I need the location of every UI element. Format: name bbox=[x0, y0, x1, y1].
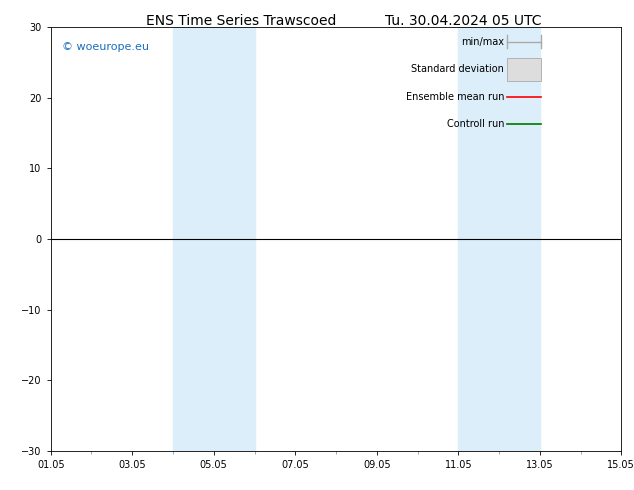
Text: Standard deviation: Standard deviation bbox=[411, 64, 505, 74]
Text: ENS Time Series Trawscoed: ENS Time Series Trawscoed bbox=[146, 14, 336, 28]
Text: Controll run: Controll run bbox=[447, 120, 505, 129]
Bar bbox=[479, 27, 540, 451]
Text: © woeurope.eu: © woeurope.eu bbox=[62, 42, 149, 52]
Text: Ensemble mean run: Ensemble mean run bbox=[406, 92, 505, 102]
Bar bbox=[458, 27, 479, 451]
Bar bbox=[173, 27, 193, 451]
Bar bbox=[507, 58, 541, 81]
Bar bbox=[193, 27, 254, 451]
Text: min/max: min/max bbox=[462, 37, 505, 47]
Text: Tu. 30.04.2024 05 UTC: Tu. 30.04.2024 05 UTC bbox=[385, 14, 541, 28]
